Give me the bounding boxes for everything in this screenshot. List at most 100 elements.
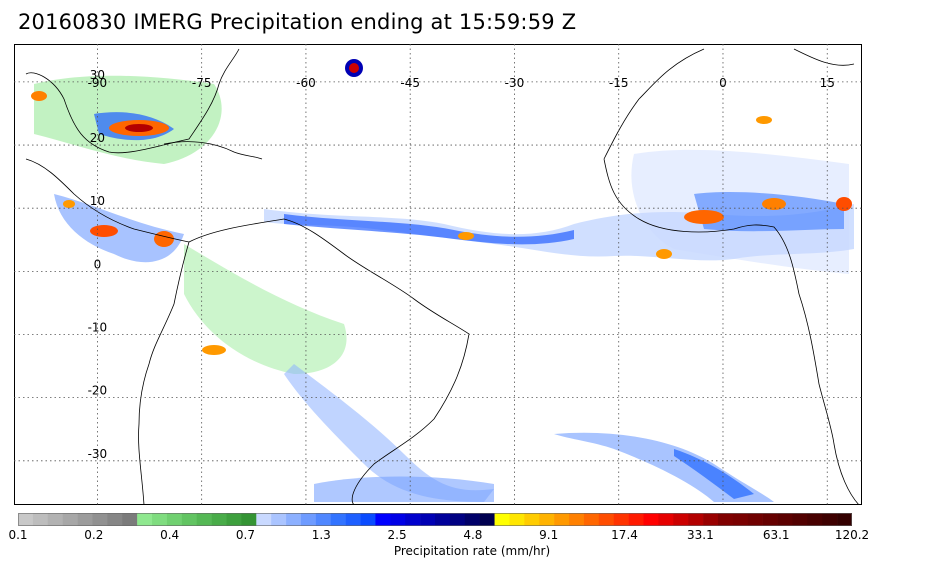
colorbar-tick-label: 120.2 <box>834 528 870 542</box>
colorbar-swatch <box>464 513 480 526</box>
colorbar-swatch <box>673 513 689 526</box>
colorbar-swatch <box>435 513 451 526</box>
colorbar-swatch <box>494 513 510 526</box>
colorbar-swatch <box>658 513 674 526</box>
map-title: 20160830 IMERG Precipitation ending at 1… <box>18 10 577 34</box>
coastlines <box>25 48 860 505</box>
storm-cell-africa-4 <box>656 249 672 259</box>
colorbar-swatch <box>405 513 421 526</box>
colorbar-swatch <box>598 513 615 526</box>
lon-label: -60 <box>296 76 316 90</box>
colorbar-swatch <box>569 513 585 526</box>
graticule <box>14 44 862 505</box>
colorbar-tick-label: 0.7 <box>235 528 255 542</box>
colorbar-swatch <box>375 513 391 526</box>
colorbar-tick-labels: 0.1 0.2 0.4 0.7 1.3 2.5 4.8 9.1 17.4 33.1 63.1 120.… <box>0 528 944 544</box>
storm-cell-africa-3 <box>836 197 852 211</box>
colorbar <box>18 513 852 526</box>
colorbar-swatch <box>524 513 540 526</box>
colorbar-swatch <box>122 513 138 526</box>
colorbar-swatch <box>256 513 272 526</box>
colorbar-swatch <box>643 513 659 526</box>
lon-label: -30 <box>505 76 525 90</box>
colorbar-swatch <box>32 513 49 526</box>
colorbar-swatch <box>345 513 361 526</box>
colorbar-swatch <box>271 513 287 526</box>
precip-cluster-africa-core <box>694 192 844 232</box>
lat-label: -10 <box>88 320 108 334</box>
coastline-cuba <box>163 141 263 160</box>
colorbar-swatch <box>792 513 808 526</box>
colorbar-swatch <box>107 513 123 526</box>
colorbar-swatch <box>330 513 346 526</box>
colorbar-swatch <box>181 513 198 526</box>
colorbar-swatch <box>479 513 495 526</box>
lon-label: 15 <box>820 76 835 90</box>
storm-cell-peru <box>202 345 226 355</box>
colorbar-swatch <box>777 513 793 526</box>
colorbar-swatch <box>47 513 63 526</box>
colorbar-tick-label: 0.1 <box>8 528 28 542</box>
coastline-iberia <box>793 48 855 66</box>
colorbar-swatch <box>703 513 719 526</box>
precip-band-itcz-core <box>284 214 574 245</box>
precip-cluster-central-america <box>54 194 184 263</box>
colorbar-swatch <box>315 513 332 526</box>
precip-band-south-atlantic-core <box>674 449 754 499</box>
colorbar-swatch <box>360 513 376 526</box>
colorbar-swatch <box>196 513 212 526</box>
colorbar-swatch <box>92 513 108 526</box>
lat-label: 30 <box>90 68 105 82</box>
colorbar-swatch <box>449 513 466 526</box>
colorbar-swatch <box>822 513 838 526</box>
colorbar-tick-label: 63.1 <box>762 528 790 542</box>
colorbar-swatch <box>152 513 168 526</box>
colorbar-swatch <box>837 513 852 526</box>
colorbar-swatch <box>747 513 763 526</box>
precip-cluster-southeast <box>314 476 494 502</box>
storm-cell-mexico <box>31 91 47 101</box>
lat-label: 10 <box>90 194 105 208</box>
lat-label: -30 <box>88 447 108 461</box>
colorbar-swatch <box>166 513 183 526</box>
storm-cell-gulf-core <box>125 124 153 132</box>
lat-label: 20 <box>90 131 105 145</box>
coastline-north-america <box>25 48 240 154</box>
colorbar-tick-label: 0.4 <box>160 528 180 542</box>
storm-cell-central-america-1 <box>90 225 118 237</box>
colorbar-swatch <box>554 513 570 526</box>
storm-cell-africa-2 <box>762 198 786 210</box>
coastline-south-america <box>138 218 470 505</box>
storm-cell-colombia <box>154 231 174 247</box>
lat-label: -20 <box>88 384 108 398</box>
colorbar-swatch <box>717 513 734 526</box>
coastline-central-america <box>25 158 190 243</box>
colorbar-frame <box>18 513 852 526</box>
precipitation-map: -90 -75 -60 -45 -30 -15 0 15 30 20 10 0 -10 -20 -30 <box>14 44 862 505</box>
colorbar-swatch <box>390 513 406 526</box>
colorbar-swatch <box>62 513 78 526</box>
storm-cell-itcz <box>458 232 474 240</box>
lon-label: -45 <box>400 76 420 90</box>
colorbar-swatch <box>286 513 302 526</box>
colorbar-tick-label: 0.2 <box>84 528 104 542</box>
colorbar-tick-label: 4.8 <box>463 528 483 542</box>
colorbar-swatch <box>241 513 257 526</box>
colorbar-swatch <box>762 513 778 526</box>
colorbar-swatch <box>137 513 153 526</box>
colorbar-tick-label: 9.1 <box>539 528 559 542</box>
lon-label: -15 <box>609 76 629 90</box>
storm-cell-africa-1 <box>684 210 724 224</box>
lon-label: 0 <box>719 76 727 90</box>
storm-cell-central-america-2 <box>63 200 75 208</box>
latitude-labels: 30 20 10 0 -10 -20 -30 <box>88 68 108 461</box>
colorbar-swatch <box>613 513 629 526</box>
colorbar-swatch <box>211 513 227 526</box>
colorbar-swatch <box>807 513 823 526</box>
colorbar-tick-label: 33.1 <box>687 528 714 542</box>
colorbar-swatch <box>628 513 644 526</box>
colorbar-title: Precipitation rate (mm/hr) <box>393 544 551 558</box>
longitude-labels: -90 -75 -60 -45 -30 -15 0 15 <box>88 76 835 90</box>
lon-label: -75 <box>192 76 212 90</box>
colorbar-swatch <box>226 513 242 526</box>
